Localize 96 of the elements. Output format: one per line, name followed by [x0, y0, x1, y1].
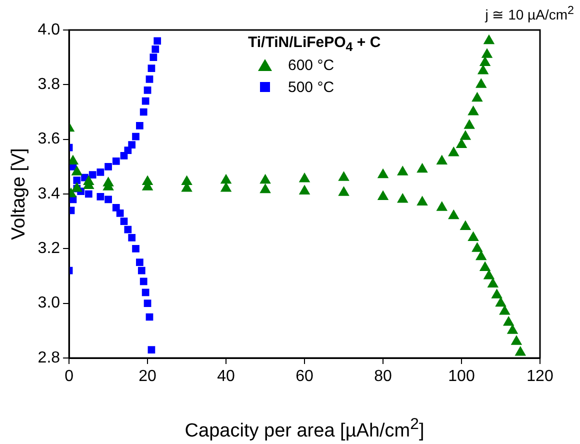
y-axis-title: Voltage [V]	[8, 148, 30, 240]
point	[72, 166, 82, 176]
point	[104, 162, 112, 170]
point	[132, 244, 140, 252]
point	[96, 168, 104, 176]
point	[464, 120, 475, 129]
point	[472, 242, 482, 252]
point	[96, 193, 104, 200]
point	[152, 45, 160, 53]
x-tick-label: 120	[526, 368, 554, 386]
point	[460, 220, 471, 230]
y-tick-label: 4.0	[38, 21, 60, 38]
point	[417, 196, 428, 206]
point	[511, 336, 522, 345]
point	[338, 186, 350, 196]
point	[338, 172, 350, 181]
point	[136, 258, 144, 266]
point	[140, 108, 148, 116]
point	[220, 182, 232, 192]
point	[480, 262, 490, 272]
point	[120, 218, 128, 226]
x-tick-label: 0	[64, 368, 74, 386]
point	[503, 316, 514, 326]
point	[299, 185, 310, 195]
point	[448, 147, 459, 156]
y-tick-label: 3.4	[38, 185, 60, 202]
point	[515, 346, 526, 356]
point	[492, 289, 502, 298]
point	[482, 48, 492, 58]
point	[456, 138, 467, 148]
point	[104, 196, 112, 204]
point	[124, 226, 132, 234]
point	[69, 155, 78, 164]
point	[132, 132, 140, 140]
x-tick-label: 40	[217, 368, 236, 386]
point	[150, 54, 158, 62]
point	[468, 232, 479, 241]
point	[448, 210, 459, 220]
point	[378, 190, 388, 200]
point	[484, 270, 494, 280]
point	[397, 166, 408, 176]
point	[397, 193, 408, 203]
point	[146, 313, 154, 321]
point	[507, 324, 518, 334]
point	[154, 37, 162, 45]
point	[476, 78, 486, 88]
point	[499, 306, 510, 315]
point	[476, 250, 486, 260]
point	[378, 168, 388, 178]
y-tick-label: 3.2	[38, 240, 60, 258]
x-tick-label: 60	[296, 368, 314, 386]
point	[138, 266, 146, 274]
point	[140, 278, 148, 286]
point	[144, 300, 152, 308]
point	[128, 234, 136, 242]
x-tick-label: 100	[448, 368, 475, 386]
point	[128, 141, 136, 148]
point	[260, 174, 271, 184]
y-tick-label: 2.8	[38, 349, 60, 366]
point	[146, 76, 154, 83]
point	[260, 184, 271, 194]
point	[116, 209, 124, 217]
point	[148, 64, 156, 72]
point	[136, 122, 144, 130]
point	[299, 172, 310, 182]
point	[478, 65, 488, 74]
legend-title: Ti/TiN/LiFePO$_{4}$ + C	[248, 34, 381, 54]
y-tick-label: 3.0	[38, 294, 60, 312]
point	[142, 288, 150, 296]
point	[182, 176, 192, 185]
text: j ≅ 10 µA/cm$^{2}$	[485, 4, 574, 23]
point	[142, 97, 150, 105]
legend-label: 600 °C	[288, 56, 334, 74]
x-axis-title: Capacity per area [µAh/cm$^{2}$]	[184, 416, 426, 442]
legend-label: 500 °C	[288, 78, 334, 96]
point	[220, 174, 232, 184]
point	[468, 106, 479, 116]
point	[436, 155, 448, 164]
point	[460, 130, 471, 140]
point	[88, 171, 96, 179]
x-tick-label: 20	[138, 368, 157, 386]
point	[495, 297, 506, 307]
y-tick-label: 3.6	[38, 130, 60, 148]
point	[148, 346, 156, 354]
point	[484, 34, 494, 44]
y-tick-label: 3.8	[38, 76, 60, 94]
point	[488, 278, 498, 288]
point	[472, 92, 482, 102]
point	[480, 56, 490, 66]
x-tick-label: 80	[374, 368, 392, 386]
point	[84, 190, 92, 198]
point	[144, 86, 152, 94]
point	[436, 202, 448, 211]
point	[112, 158, 120, 165]
point	[73, 176, 81, 184]
point	[417, 163, 428, 173]
